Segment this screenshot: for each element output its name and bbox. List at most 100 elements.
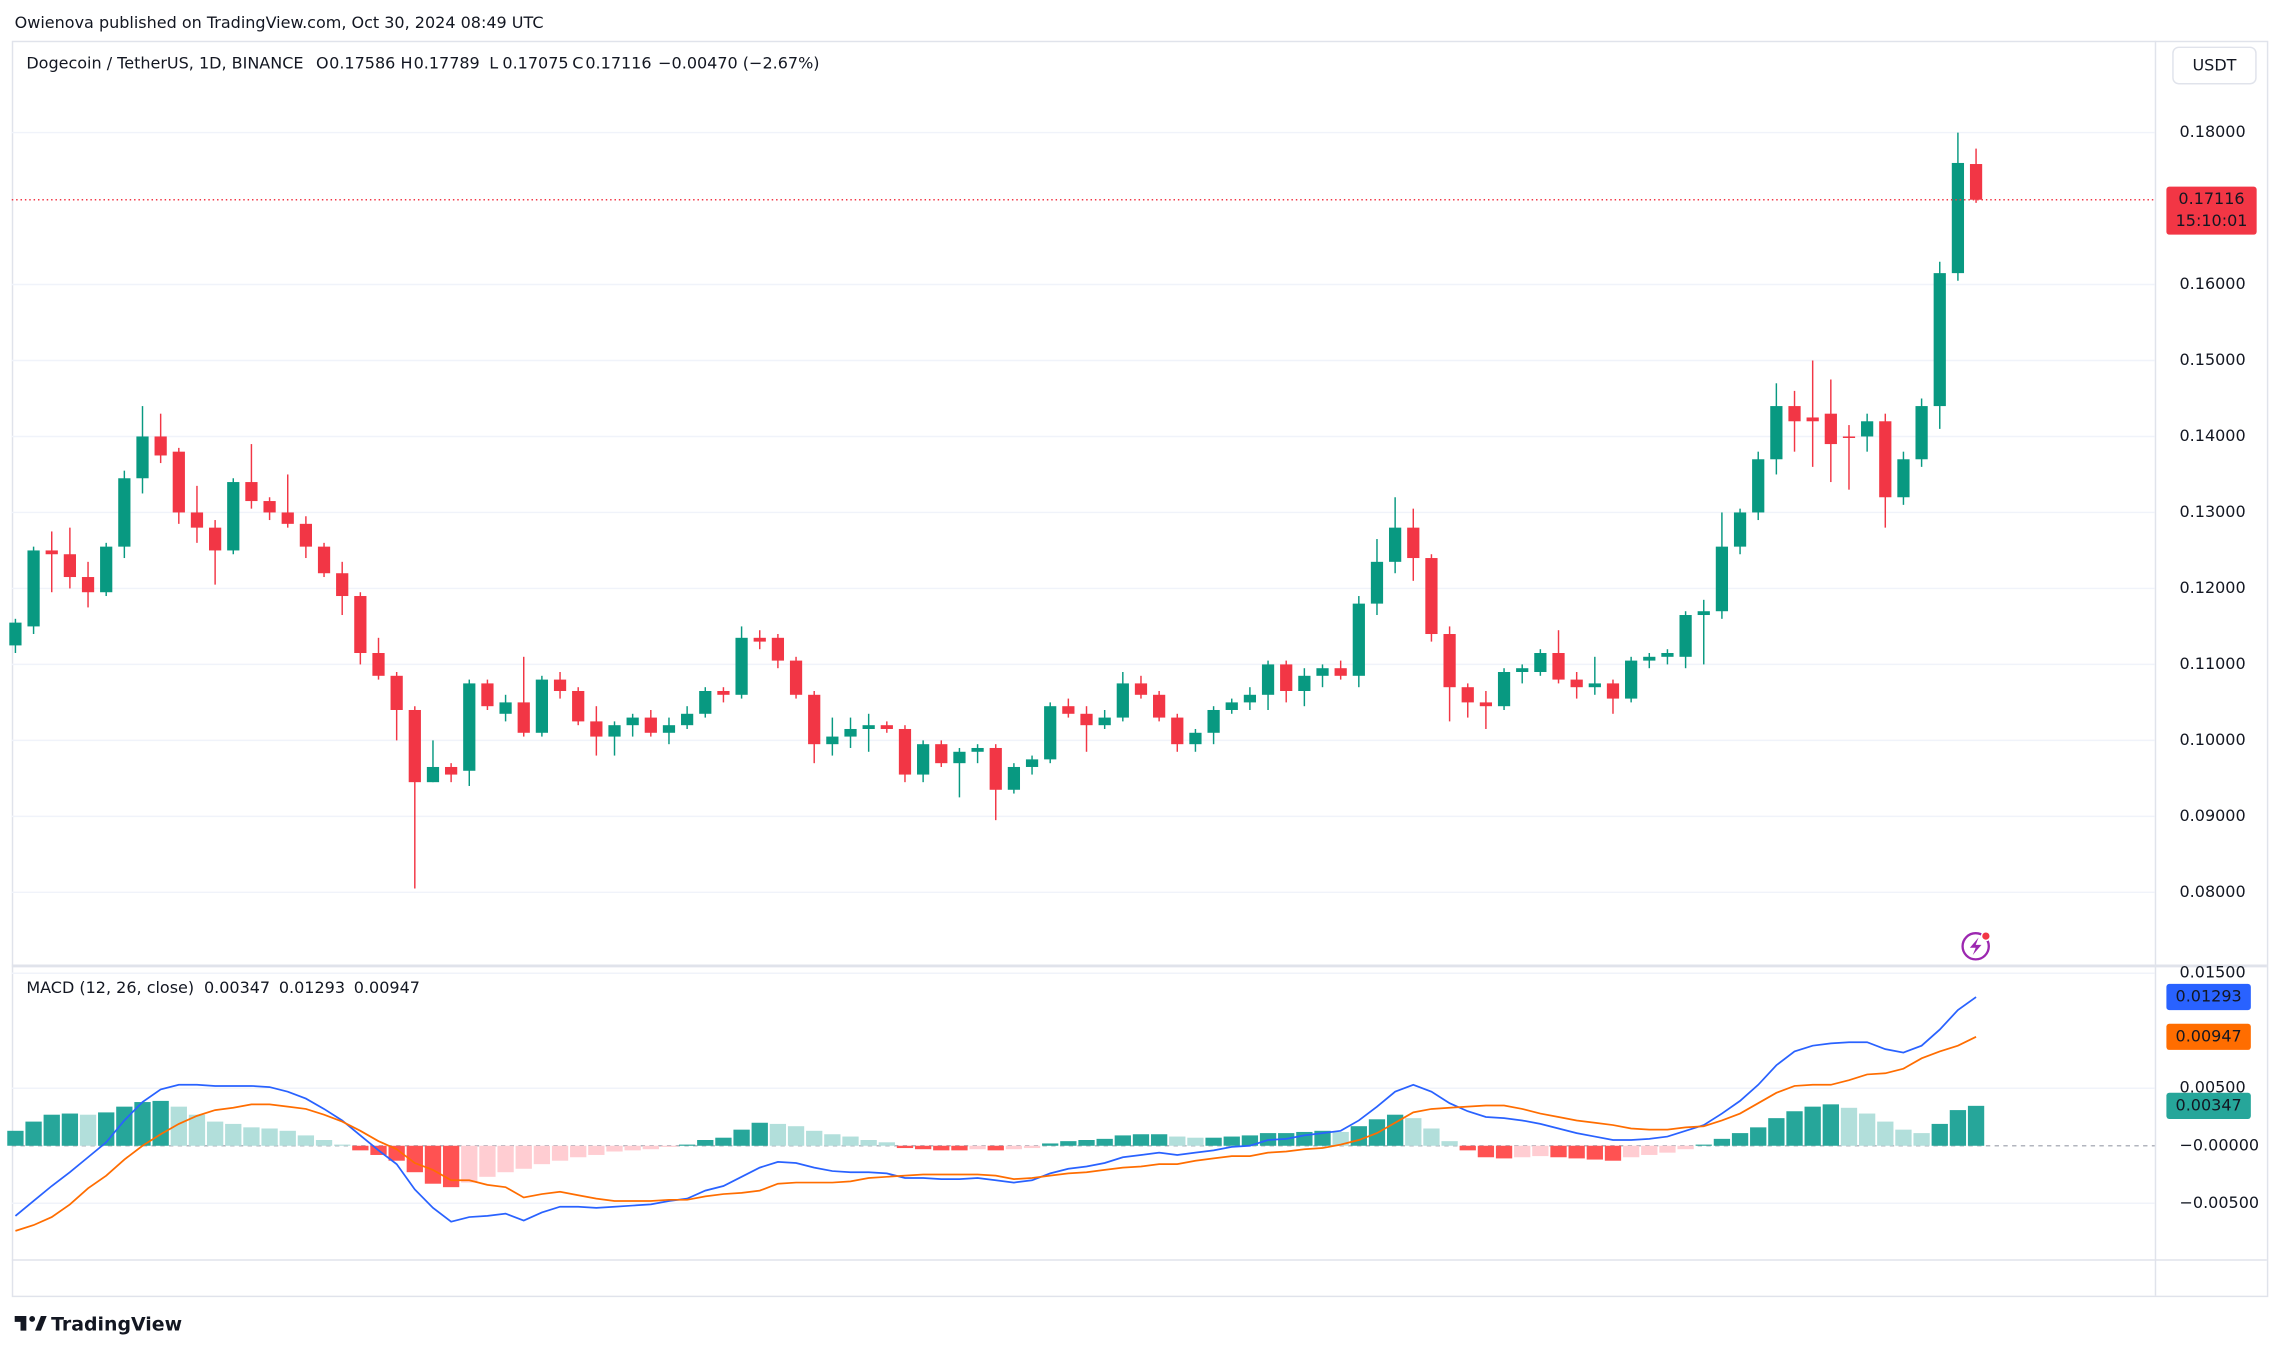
histogram-bar — [515, 1145, 532, 1169]
candle-body — [517, 702, 530, 733]
ohlc-value: 0.17586 — [329, 54, 395, 73]
y-tick-label: 0.01500 — [2179, 963, 2245, 982]
y-tick-label: −0.00500 — [2179, 1193, 2259, 1212]
histogram-bar — [914, 1145, 932, 1150]
histogram-bar — [1514, 1145, 1531, 1158]
histogram-bar — [1713, 1138, 1731, 1146]
candle-body — [1534, 653, 1547, 673]
candle-body — [1116, 683, 1129, 718]
candle-body — [390, 675, 403, 710]
candle-body — [336, 573, 349, 597]
histogram-bar — [1858, 1113, 1876, 1146]
candle-body — [263, 501, 276, 513]
histogram-bar — [1568, 1145, 1585, 1159]
histogram-bar — [79, 1114, 97, 1146]
currency-box[interactable] — [2172, 46, 2257, 85]
histogram-bar — [933, 1145, 950, 1151]
y-tick-label: −0.00000 — [2179, 1135, 2259, 1154]
histogram-bar — [1677, 1145, 1694, 1150]
candle-body — [989, 747, 1002, 790]
candle-body — [299, 523, 313, 547]
y-tick-label: 0.11000 — [2179, 654, 2245, 673]
histogram-bar — [1641, 1145, 1658, 1155]
histogram-bar — [297, 1135, 315, 1146]
candle-body — [626, 717, 639, 726]
candle-body — [1570, 679, 1583, 688]
y-tick-label: 0.08000 — [2179, 882, 2245, 901]
candle-body — [1189, 732, 1202, 745]
candle-body — [1752, 459, 1765, 513]
candle-body — [535, 679, 549, 733]
candle-body — [572, 690, 585, 722]
candle-body — [1080, 713, 1093, 726]
histogram-bar — [424, 1145, 442, 1184]
histogram-bar — [43, 1114, 60, 1146]
histogram-bar — [951, 1145, 968, 1151]
candle-body — [1370, 561, 1384, 604]
ohlc-value: 0.17116 — [585, 54, 651, 73]
histogram-bar — [1604, 1145, 1622, 1161]
logo-dot — [29, 1316, 36, 1322]
lightning-icon[interactable] — [1961, 930, 1991, 961]
histogram-bar — [642, 1145, 659, 1150]
brand-logo: TradingView — [14, 1313, 182, 1335]
candle-body — [372, 653, 385, 676]
candle-body — [1679, 615, 1692, 657]
candle-body — [1207, 709, 1220, 733]
value-tag-label: 0.01293 — [2176, 987, 2242, 1006]
candle-body — [1352, 603, 1365, 676]
ohlc-label: O — [316, 54, 329, 73]
candle-body — [771, 637, 785, 661]
histogram-bar — [1822, 1104, 1839, 1146]
ohlc-value: 0.17075 — [502, 54, 568, 73]
candle-body — [118, 478, 131, 547]
histogram-bar — [479, 1145, 496, 1177]
candle-body — [1661, 653, 1674, 657]
candle-body — [1969, 164, 1983, 200]
histogram-bar — [1023, 1145, 1041, 1149]
histogram-bar — [824, 1134, 841, 1146]
histogram-bar — [1405, 1118, 1422, 1146]
icon-bolt[interactable] — [1969, 937, 1982, 956]
candle-body — [481, 683, 494, 707]
candle-body — [644, 717, 657, 733]
candle-body — [1697, 611, 1710, 616]
histogram-bar — [1096, 1138, 1113, 1146]
candle-body — [1497, 672, 1511, 707]
candle-body — [1007, 766, 1021, 790]
histogram-bar — [7, 1130, 24, 1146]
chart-frame — [11, 40, 2269, 1298]
candle-body — [9, 622, 22, 646]
histogram-bar — [1042, 1143, 1059, 1146]
currency[interactable]: USDT — [2192, 56, 2236, 75]
candle-body — [1025, 759, 1039, 767]
histogram-bar — [1223, 1136, 1240, 1146]
histogram-bar — [733, 1129, 750, 1146]
histogram-bar — [134, 1102, 151, 1146]
candle-body — [808, 694, 821, 745]
candle-body — [681, 713, 694, 726]
candle-body — [27, 550, 40, 627]
candle-body — [1225, 702, 1238, 710]
last-price-tag — [2166, 186, 2257, 235]
histogram-bar — [225, 1123, 242, 1146]
histogram-bar — [188, 1114, 206, 1146]
candle-body — [935, 744, 948, 764]
histogram-bar — [388, 1145, 405, 1161]
candle-body — [1879, 421, 1892, 498]
y-tick-label: 0.16000 — [2179, 274, 2245, 293]
candle-body — [1625, 660, 1638, 699]
histogram-bar — [1132, 1134, 1150, 1146]
histogram-bar — [461, 1145, 478, 1183]
icon-circle[interactable] — [1961, 932, 1990, 961]
candle-body — [190, 512, 204, 528]
usdt-button[interactable]: USDT — [2172, 46, 2257, 85]
y-tick-label: 0.09000 — [2179, 806, 2245, 825]
candle-body — [862, 725, 875, 729]
candle-body — [1606, 683, 1620, 699]
histogram-bar — [334, 1144, 351, 1146]
candle-body — [81, 577, 95, 593]
histogram-bar — [1350, 1126, 1367, 1146]
candle-body — [1316, 668, 1329, 676]
candle-body — [699, 690, 712, 714]
